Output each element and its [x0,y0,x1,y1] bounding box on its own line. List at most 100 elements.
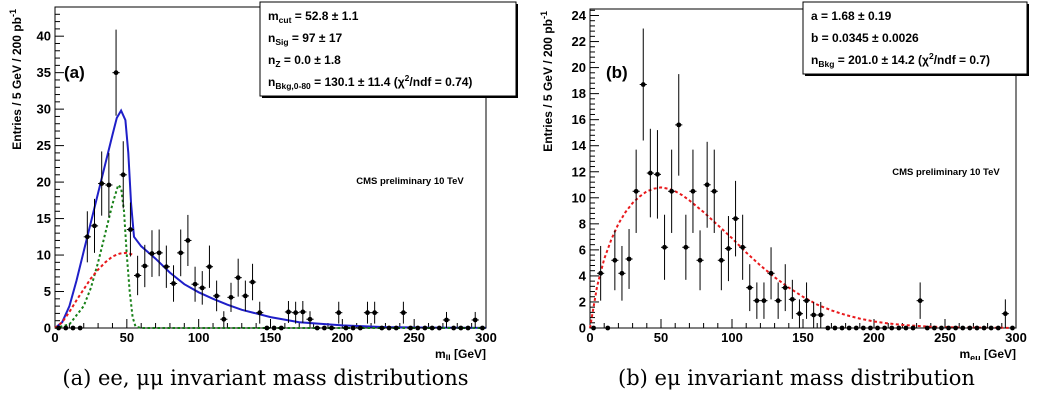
data-point [299,301,307,323]
data-marker [960,325,966,331]
data-point [639,28,647,141]
y-tick-label: 0 [579,321,586,336]
y-tick-label: 16 [572,112,586,127]
data-marker [135,273,141,278]
data-marker [422,325,428,331]
data-marker [120,172,126,178]
data-marker [924,325,930,331]
data-marker [775,298,781,304]
data-point [746,264,754,312]
data-marker [875,325,880,331]
data-marker [300,309,306,315]
data-marker [825,325,831,331]
data-point [227,282,235,312]
data-marker [882,325,888,331]
stats-row: nBkg,0-80 = 130.1 ± 11.4 (χ2/ndf = 0.74) [268,73,472,91]
stats-row: b = 0.0345 ± 0.0026 [811,31,919,45]
data-marker [619,270,625,276]
data-point [213,280,221,312]
data-point [112,29,120,116]
data-point [342,325,350,331]
data-marker [1002,311,1008,317]
data-marker [436,325,442,331]
data-marker [811,312,817,318]
x-tick-label: 50 [120,330,134,345]
data-point [69,325,77,331]
data-point [428,325,436,331]
data-point [845,325,853,331]
data-point [406,325,415,331]
data-point [774,282,782,319]
data-point [739,214,747,280]
data-point [327,325,336,331]
stats-box: mcut = 52.8 ± 1.1 nSig = 97 ± 17 nZ = 0.0 … [259,1,518,98]
data-marker [271,325,277,331]
data-point [859,325,867,331]
data-marker [740,244,746,250]
data-marker [939,325,944,331]
data-point [668,149,676,233]
data-point [653,130,661,219]
data-point [205,245,214,288]
data-marker [995,325,1001,331]
data-point [980,325,988,331]
stats-box: a = 1.68 ± 0.19 b = 0.0345 ± 0.0026 nBkg =… [802,1,1029,76]
data-point [675,74,683,176]
data-point [363,301,372,324]
y-axis-label: Entries / 5 GeV / 200 pb-1 [8,9,24,150]
y-axis: 0 5 10 15 20 25 30 35 40 [37,6,64,336]
data-point [895,325,903,331]
data-point [141,244,149,288]
data-point [1001,299,1009,328]
data-point [909,325,917,331]
data-marker [697,257,703,263]
data-marker [605,325,611,331]
data-marker [910,325,916,331]
data-marker [228,294,234,300]
data-point [945,325,953,331]
data-marker [889,325,895,331]
data-point [62,325,70,331]
data-point [191,266,199,302]
data-point [902,325,910,331]
data-point [732,180,740,257]
data-marker [896,325,902,331]
data-marker [754,298,760,304]
data-marker [683,244,689,250]
data-marker [981,325,987,331]
data-marker [472,317,478,323]
data-point [198,271,206,305]
data-marker [726,246,731,251]
data-point [399,301,407,324]
data-point [930,325,938,331]
data-point [277,325,285,331]
data-point [356,325,364,331]
data-point [866,325,874,331]
y-tick-label: 2 [579,294,586,309]
data-marker [804,298,809,304]
data-point [478,325,486,331]
data-marker [307,316,313,322]
data-point [682,214,690,280]
data-marker [782,285,788,291]
data-point [256,301,264,324]
data-point [263,325,271,331]
data-point [803,282,811,319]
data-marker [149,251,155,256]
data-marker [77,325,83,331]
data-point [134,255,142,296]
stats-row: nZ = 0.0 ± 1.8 [268,53,341,69]
y-tick-label: 8 [579,216,586,231]
data-point [76,325,84,331]
data-point [392,325,400,331]
data-point [450,325,458,331]
data-marker [257,310,263,316]
data-marker [372,310,378,316]
data-point [83,211,91,263]
data-marker [321,325,327,331]
data-marker [704,182,710,188]
data-marker [946,325,951,331]
data-point [597,245,605,301]
data-point [590,325,598,331]
data-marker [647,170,653,176]
